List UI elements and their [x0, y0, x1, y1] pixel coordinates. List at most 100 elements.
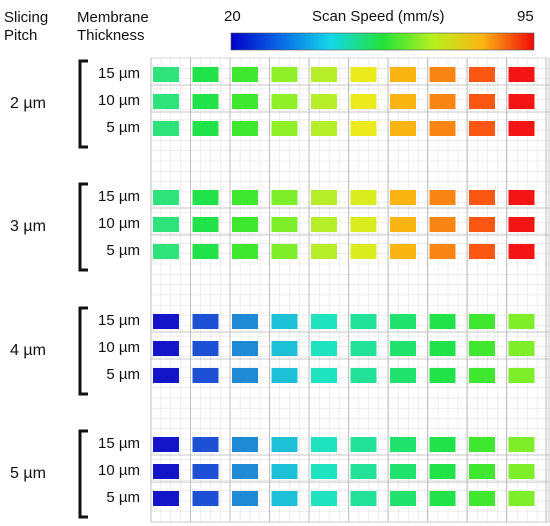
- speed-cell: [311, 314, 337, 329]
- speed-cell: [271, 491, 298, 506]
- colorbar-min-label: 20: [224, 8, 241, 25]
- speed-cell: [469, 341, 495, 356]
- speed-cell: [390, 190, 416, 205]
- slicing-pitch-label: 5 µm: [10, 465, 46, 482]
- speed-cell: [271, 464, 298, 479]
- speed-cell: [271, 314, 298, 329]
- speed-cell: [350, 368, 377, 383]
- speed-cell: [350, 341, 377, 356]
- speed-cell: [350, 437, 377, 452]
- speed-cell: [469, 121, 495, 136]
- speed-cell: [192, 437, 219, 452]
- speed-cell: [232, 244, 258, 259]
- speed-cell: [429, 464, 456, 479]
- speed-cell: [469, 464, 495, 479]
- speed-cell: [508, 121, 535, 136]
- speed-cell: [429, 94, 456, 109]
- pitch-header-line2: Pitch: [4, 27, 38, 44]
- speed-cell: [350, 314, 377, 329]
- speed-cell: [232, 491, 258, 506]
- speed-cell: [271, 190, 298, 205]
- speed-cell: [311, 244, 337, 259]
- membrane-thickness-label: 10 µm: [98, 92, 140, 109]
- speed-cell: [232, 437, 258, 452]
- speed-cell: [192, 341, 219, 356]
- speed-cell: [469, 314, 495, 329]
- colorbar-max-label: 95: [517, 8, 534, 25]
- speed-cell: [429, 368, 456, 383]
- speed-cell: [508, 464, 535, 479]
- membrane-thickness-label: 5 µm: [106, 119, 140, 136]
- membrane-thickness-label: 5 µm: [106, 366, 140, 383]
- speed-cell: [192, 217, 219, 232]
- speed-cell: [271, 67, 298, 82]
- membrane-thickness-label: 10 µm: [98, 215, 140, 232]
- speed-cell: [271, 341, 298, 356]
- speed-cell: [469, 217, 495, 232]
- speed-cell: [390, 244, 416, 259]
- speed-cell: [153, 217, 179, 232]
- membrane-thickness-label: 5 µm: [106, 489, 140, 506]
- membrane-thickness-label: 10 µm: [98, 462, 140, 479]
- speed-cell: [153, 244, 179, 259]
- speed-cell: [311, 437, 337, 452]
- speed-cell: [390, 464, 416, 479]
- speed-cell: [429, 314, 456, 329]
- speed-cell: [350, 217, 377, 232]
- speed-cell: [153, 121, 179, 136]
- speed-cell: [153, 464, 179, 479]
- speed-cell: [192, 244, 219, 259]
- colorbar: [230, 32, 535, 51]
- speed-cell: [153, 94, 179, 109]
- speed-cell: [429, 341, 456, 356]
- membrane-thickness-label: 15 µm: [98, 188, 140, 205]
- speed-cell: [390, 437, 416, 452]
- speed-cell: [311, 190, 337, 205]
- speed-cell: [192, 368, 219, 383]
- speed-cell: [192, 491, 219, 506]
- speed-cell: [232, 314, 258, 329]
- speed-cell: [429, 121, 456, 136]
- slicing-pitch-label: 4 µm: [10, 342, 46, 359]
- pitch-header-line1: Slicing: [4, 9, 49, 26]
- thickness-header-line1: Membrane: [77, 9, 149, 26]
- membrane-thickness-label: 15 µm: [98, 435, 140, 452]
- speed-cell: [508, 491, 535, 506]
- speed-cell: [271, 94, 298, 109]
- speed-cell: [390, 341, 416, 356]
- speed-cell: [469, 368, 495, 383]
- speed-cell: [390, 94, 416, 109]
- speed-cell: [508, 314, 535, 329]
- membrane-thickness-label: 5 µm: [106, 242, 140, 259]
- speed-cell: [390, 368, 416, 383]
- speed-cell: [508, 368, 535, 383]
- colorbar-title: Scan Speed (mm/s): [312, 8, 445, 25]
- speed-cell: [271, 121, 298, 136]
- slicing-pitch-header: Slicing Pitch: [4, 9, 48, 45]
- speed-cell: [271, 368, 298, 383]
- speed-cell: [192, 190, 219, 205]
- slicing-pitch-label: 2 µm: [10, 95, 46, 112]
- speed-cell: [232, 464, 258, 479]
- speed-cell: [311, 464, 337, 479]
- speed-cell: [153, 67, 179, 82]
- speed-cell: [311, 368, 337, 383]
- group-bracket: [78, 429, 88, 519]
- speed-cell: [311, 94, 337, 109]
- group-bracket: [78, 182, 88, 272]
- speed-cell: [350, 94, 377, 109]
- speed-cell: [429, 67, 456, 82]
- speed-cell: [153, 341, 179, 356]
- speed-cell: [232, 368, 258, 383]
- speed-cell: [271, 437, 298, 452]
- speed-cell: [232, 341, 258, 356]
- speed-cell: [429, 437, 456, 452]
- speed-cell: [232, 121, 258, 136]
- speed-cell: [429, 217, 456, 232]
- speed-cell: [311, 67, 337, 82]
- membrane-thickness-label: 15 µm: [98, 312, 140, 329]
- speed-cell: [153, 368, 179, 383]
- speed-cell: [311, 491, 337, 506]
- group-bracket: [78, 59, 88, 149]
